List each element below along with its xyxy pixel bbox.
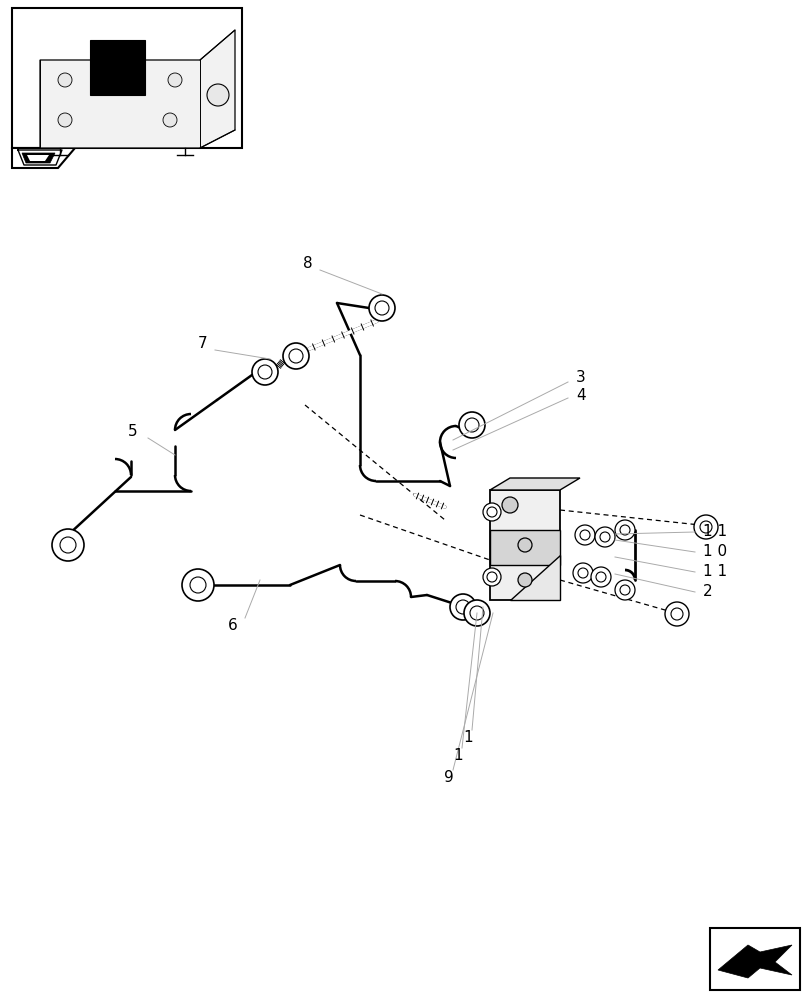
Circle shape [368, 295, 394, 321]
Circle shape [456, 600, 470, 614]
Text: 7: 7 [198, 336, 208, 352]
Text: 1: 1 [453, 748, 462, 764]
Polygon shape [18, 150, 62, 165]
Circle shape [190, 577, 206, 593]
Circle shape [449, 594, 475, 620]
Circle shape [487, 507, 496, 517]
Circle shape [501, 497, 517, 513]
Text: 1: 1 [462, 730, 472, 746]
Circle shape [590, 567, 610, 587]
Circle shape [614, 580, 634, 600]
Polygon shape [40, 30, 234, 148]
Text: 1 1: 1 1 [702, 524, 726, 540]
Polygon shape [509, 555, 560, 600]
Polygon shape [90, 40, 145, 95]
Circle shape [693, 515, 717, 539]
Circle shape [594, 527, 614, 547]
Circle shape [168, 73, 182, 87]
Text: 1 1: 1 1 [702, 564, 726, 580]
Polygon shape [489, 490, 560, 600]
Bar [709, 928, 799, 990]
Circle shape [483, 503, 500, 521]
Circle shape [614, 520, 634, 540]
Circle shape [283, 343, 309, 369]
Polygon shape [489, 478, 579, 490]
Circle shape [58, 113, 72, 127]
Bar [12, 8, 242, 148]
Circle shape [251, 359, 277, 385]
Circle shape [574, 525, 594, 545]
Circle shape [458, 412, 484, 438]
Text: 8: 8 [303, 255, 312, 270]
Circle shape [52, 529, 84, 561]
Polygon shape [717, 945, 791, 978]
Polygon shape [27, 155, 49, 161]
Circle shape [289, 349, 303, 363]
Text: 9: 9 [444, 770, 453, 785]
Text: 2: 2 [702, 584, 712, 599]
Text: 5: 5 [128, 424, 138, 440]
Circle shape [207, 84, 229, 106]
Polygon shape [22, 153, 55, 163]
Circle shape [664, 602, 689, 626]
Circle shape [517, 573, 531, 587]
Circle shape [60, 537, 76, 553]
Circle shape [487, 572, 496, 582]
Text: 6: 6 [228, 617, 238, 633]
Circle shape [573, 563, 592, 583]
Circle shape [163, 113, 177, 127]
Polygon shape [12, 148, 75, 168]
Circle shape [58, 73, 72, 87]
Circle shape [463, 600, 489, 626]
Circle shape [258, 365, 272, 379]
Text: 4: 4 [575, 387, 585, 402]
Circle shape [182, 569, 214, 601]
Text: 3: 3 [575, 369, 585, 384]
Circle shape [375, 301, 388, 315]
Circle shape [465, 418, 478, 432]
Circle shape [483, 568, 500, 586]
Text: 1 0: 1 0 [702, 544, 726, 560]
Bar [489, 530, 560, 565]
Circle shape [470, 606, 483, 620]
Circle shape [517, 538, 531, 552]
